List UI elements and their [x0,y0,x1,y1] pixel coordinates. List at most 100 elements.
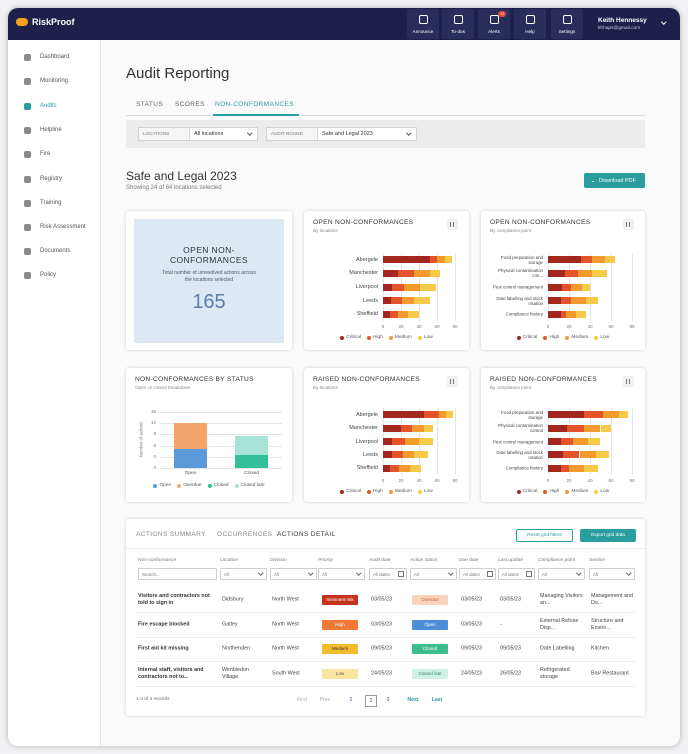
filter-label: AUDIT ROUND [266,127,318,141]
window: RiskProof Announce To-dos Alerts Help Setting… [8,8,680,746]
sort-button[interactable] [623,219,634,230]
y-tick-label: 12 [150,420,156,426]
sort-button[interactable] [447,219,458,230]
legend-label: Critical [346,489,361,494]
tab[interactable]: STATUS [136,101,164,108]
table-cell: Gatley [222,620,238,627]
legend-label: Overdue [183,483,202,488]
filter-select[interactable]: All locations [189,127,258,141]
table-tab[interactable]: ACTIONS SUMMARY [136,531,206,538]
column-filter[interactable]: Search... [138,568,217,580]
reset-button[interactable]: Reset grid filters [516,529,573,542]
nav-item[interactable]: Announce [407,9,439,39]
sidebar-item[interactable]: Fire [8,149,100,161]
legend-item: Medium [565,489,588,494]
nav-item[interactable]: Settings [551,9,583,39]
sidebar-icon [24,78,31,85]
x-tick-label: 0 [546,324,550,329]
column-filter[interactable]: All [318,568,365,580]
sidebar-item[interactable]: Training [8,198,100,210]
sidebar-item[interactable]: Dashboard [8,52,100,64]
sidebar-item[interactable]: Helpline [8,125,100,137]
page-link[interactable]: 1 [349,697,353,703]
tab[interactable]: NON-CONFORMANCES [215,101,294,108]
user-name: Keith Hennessy [598,17,647,24]
column-filter[interactable]: All dates [369,568,407,580]
column-filter[interactable]: All [538,568,585,580]
table-cell: Internal staff, visitors and contractors… [138,666,204,680]
sidebar-item[interactable]: Registry [8,174,100,186]
caret [308,570,314,576]
legend-label: Low [423,489,433,494]
bar [580,256,593,264]
bar [548,310,561,318]
kpi-panel: OPEN NON-CONFORMANCES Total number of unr… [134,219,284,343]
table-tab[interactable]: OCCURRENCES [217,531,273,538]
status-badge: Open [412,619,448,630]
legend-swatch [565,489,570,494]
filter-select[interactable]: Safe and Legal 2023 [317,127,417,141]
alert-badge: 14 [498,11,507,17]
sidebar-item[interactable]: Audits [8,101,100,113]
bar [390,310,399,318]
filter-text: All [274,571,279,577]
sort-button[interactable] [623,376,634,387]
sidebar-item[interactable]: Documents [8,246,100,258]
grid-line [632,253,633,321]
column-filter[interactable]: All dates [498,568,535,580]
grid-line [160,456,282,458]
legend-swatch [207,483,212,488]
sidebar-item[interactable]: Policy [8,270,100,282]
legend-item: Critical [516,335,537,340]
bar [578,269,593,277]
x-tick-label: 80 [629,478,635,483]
sidebar-item[interactable]: Risk Assessment [8,222,100,234]
sidebar-icon [24,272,31,279]
calendar-icon [487,571,493,577]
legend-label: Low [600,489,610,494]
caret [247,130,253,136]
page-link[interactable]: Prev [319,697,331,703]
card-title: OPEN NON-CONFORMANCES [313,219,414,226]
y-tick-label: Leeds [363,297,378,304]
bar [592,269,607,277]
table-cell: Kitchen [591,645,609,652]
y-tick-label: Physical contamination control [498,423,543,434]
page-link[interactable]: First [296,697,308,703]
filter-value: Safe and Legal 2023 [322,131,373,137]
page-link[interactable]: 2 [365,695,377,707]
legend: Critical High Medium Low [304,335,469,340]
export-button[interactable]: Export grid data [580,529,636,542]
grid-line [160,412,282,413]
y-tick-label: Abergele [355,256,378,263]
caret [576,570,582,576]
table-tab[interactable]: ACTIONS DETAIL [277,531,336,538]
grid-line [590,253,591,321]
y-axis-label: Number of actions [138,421,144,458]
legend-swatch [594,489,599,494]
column-filter[interactable]: All [589,568,635,580]
card: ACTIONS SUMMARY OCCURRENCES ACTIONS DETAIL… [126,519,645,716]
download-button[interactable]: Download PDF [584,173,645,188]
heading: Safe and Legal 2023 [126,169,237,183]
table-cell: 03/05/23 [371,596,392,603]
column-filter[interactable]: All [270,568,317,580]
sort-button[interactable] [447,376,458,387]
bar [548,464,561,472]
column-filter[interactable]: All [410,568,457,580]
legend-label: Critical [522,489,538,494]
page-link[interactable]: 3 [386,697,390,703]
page-link[interactable]: Next [407,697,419,703]
nav-item[interactable]: Help [514,9,546,39]
bar [583,411,603,419]
nav-item[interactable]: To-dos [442,9,474,39]
tab[interactable]: SCORES [175,101,205,108]
table-cell: Management and Do... [591,592,633,606]
bar [404,438,419,445]
sidebar-item[interactable]: Monitoring [8,76,100,88]
column-filter[interactable]: All [220,568,267,580]
page-link[interactable]: Last [431,697,443,703]
column-filter[interactable]: All dates [459,568,496,580]
legend-label: Medium [571,489,589,494]
